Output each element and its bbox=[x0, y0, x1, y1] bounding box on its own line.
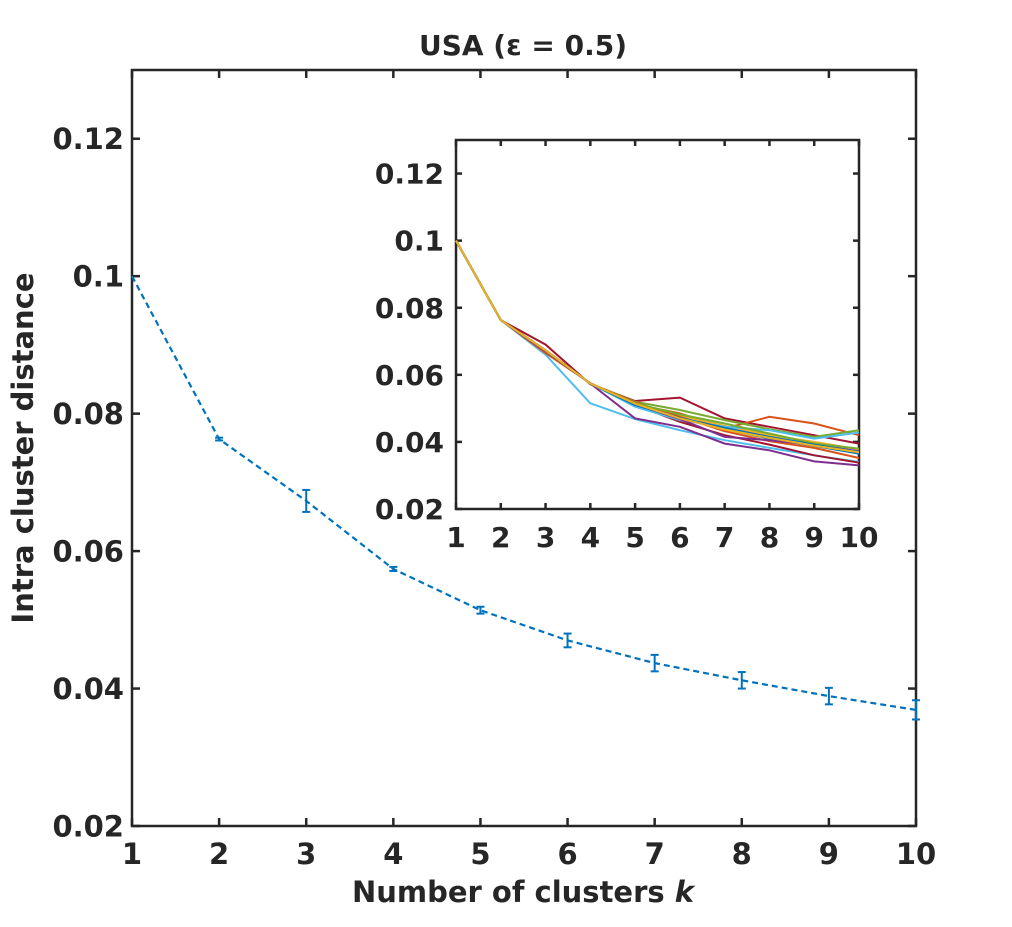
main-ticks: 1 2 3 4 5 6 7 8 9 100.020.040.060.080.10.12 bbox=[52, 70, 936, 871]
inset-y-tick-label: 0.08 bbox=[375, 292, 444, 325]
inset-x-tick-label: 4 bbox=[581, 521, 600, 554]
inset-y-tick-label: 0.04 bbox=[375, 426, 444, 459]
inset-x-tick-label: 2 bbox=[491, 521, 510, 554]
main-y-tick-label: 0.02 bbox=[52, 809, 124, 843]
main-x-tick-label: 4 bbox=[383, 837, 403, 871]
inset-x-tick-label: 7 bbox=[715, 521, 734, 554]
main-x-tick-label: 7 bbox=[645, 837, 665, 871]
inset-y-tick-label: 0.02 bbox=[375, 493, 444, 526]
inset-y-tick-label: 0.12 bbox=[375, 158, 444, 191]
main-x-tick-label: 2 bbox=[209, 837, 229, 871]
inset-series-line bbox=[455, 240, 860, 445]
main-y-tick-label: 0.08 bbox=[52, 397, 124, 431]
main-x-tick-label: 3 bbox=[296, 837, 316, 871]
main-x-tick-label: 5 bbox=[470, 837, 490, 871]
main-series-line bbox=[131, 275, 917, 711]
chart-title: USA (ε = 0.5) bbox=[419, 29, 627, 62]
error-bar bbox=[215, 436, 224, 442]
inset-axes-frame bbox=[454, 138, 861, 511]
main-y-tick-label: 0.04 bbox=[52, 672, 124, 706]
error-bar bbox=[737, 671, 746, 690]
y-axis-label: Intra cluster distance bbox=[6, 272, 40, 623]
inset-ticks: 1 2 3 4 5 6 7 8 9 10 0.02 0.04 0.06 0.08 0.1 0.12 bbox=[375, 140, 879, 554]
inset-x-tick-label: 8 bbox=[760, 521, 779, 554]
main-x-tick-label: 1 bbox=[122, 837, 142, 871]
main-x-tick-label: 10 bbox=[896, 837, 936, 871]
inset-x-tick-label: 3 bbox=[536, 521, 555, 554]
error-bar bbox=[302, 488, 311, 513]
inset-y-tick-label: 0.1 bbox=[394, 225, 444, 258]
inset-series-line bbox=[455, 240, 860, 454]
inset-series bbox=[455, 240, 860, 467]
x-axis-label-text: Number of clusters bbox=[352, 875, 675, 909]
error-bar bbox=[476, 605, 485, 615]
inset-x-tick-label: 10 bbox=[840, 521, 879, 554]
error-bar bbox=[824, 686, 833, 706]
x-axis-label: Number of clusters k bbox=[352, 875, 696, 909]
main-x-tick-label: 6 bbox=[557, 837, 577, 871]
error-bar bbox=[912, 699, 920, 721]
inset-y-tick-label: 0.06 bbox=[375, 359, 444, 392]
error-bar bbox=[650, 653, 659, 673]
main-y-tick-label: 0.12 bbox=[52, 122, 124, 156]
inset-plot-area: 1 2 3 4 5 6 7 8 9 10 0.02 0.04 0.06 0.08 0.1 0.12 bbox=[375, 138, 879, 554]
error-bar bbox=[389, 565, 398, 573]
main-y-tick-label: 0.06 bbox=[52, 535, 124, 569]
main-x-tick-label: 8 bbox=[732, 837, 752, 871]
x-axis-label-variable: k bbox=[675, 875, 696, 909]
inset-x-tick-label: 9 bbox=[804, 521, 823, 554]
error-bar bbox=[563, 632, 572, 649]
main-series bbox=[131, 275, 920, 721]
inset-x-tick-label: 1 bbox=[446, 521, 465, 554]
inset-x-tick-label: 5 bbox=[625, 521, 644, 554]
main-x-tick-label: 9 bbox=[819, 837, 839, 871]
inset-x-tick-label: 6 bbox=[670, 521, 689, 554]
main-y-tick-label: 0.1 bbox=[73, 260, 124, 294]
